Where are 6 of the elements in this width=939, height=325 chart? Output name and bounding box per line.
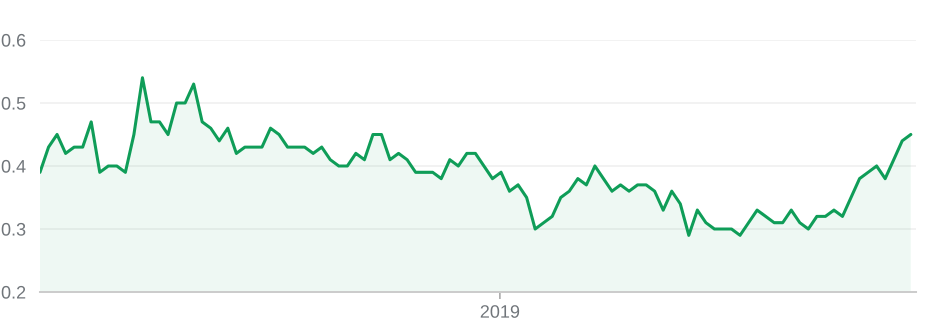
- y-tick-label: 0.6: [2, 34, 26, 47]
- y-tick-label: 0.2: [2, 286, 26, 299]
- y-tick-label: 0.3: [2, 222, 26, 236]
- text: 2019: [480, 305, 520, 318]
- y-tick-label: 0.4: [2, 160, 26, 173]
- y-tick-label: 0.5: [2, 96, 26, 110]
